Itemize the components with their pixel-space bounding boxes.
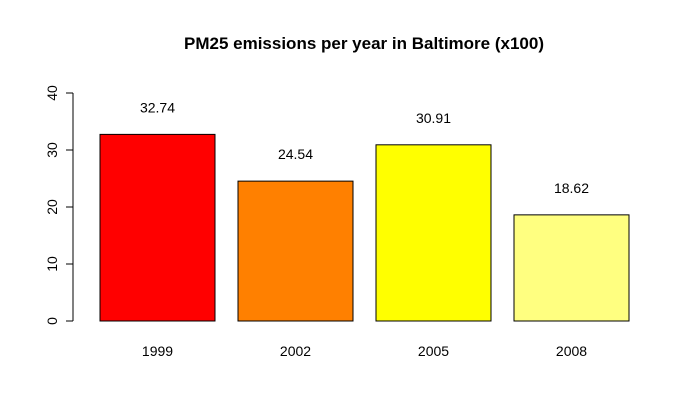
y-tick-label: 0 [44,317,60,325]
x-tick-label: 1999 [142,343,173,359]
y-axis: 0 10 20 30 40 [44,85,74,325]
x-tick-label: 2002 [280,343,311,359]
data-label: 30.91 [416,110,451,126]
bar-2002 [237,180,354,322]
x-axis-labels: 1999 2002 2005 2008 [142,343,587,359]
y-tick-label: 30 [44,142,60,158]
y-tick-label: 40 [44,85,60,101]
bars-layer [99,133,630,322]
data-label: 24.54 [278,146,313,162]
data-label: 18.62 [554,180,589,196]
bar-2005 [375,144,492,322]
bar-2008 [513,214,630,322]
x-tick-label: 2008 [556,343,587,359]
bar-1999 [99,133,216,322]
chart-title: PM25 emissions per year in Baltimore (x1… [184,34,544,53]
x-tick-label: 2005 [418,343,449,359]
data-label: 32.74 [140,99,175,115]
y-tick-label: 20 [44,199,60,215]
y-tick-label: 10 [44,256,60,272]
data-labels: 32.74 24.54 30.91 18.62 [140,99,589,195]
